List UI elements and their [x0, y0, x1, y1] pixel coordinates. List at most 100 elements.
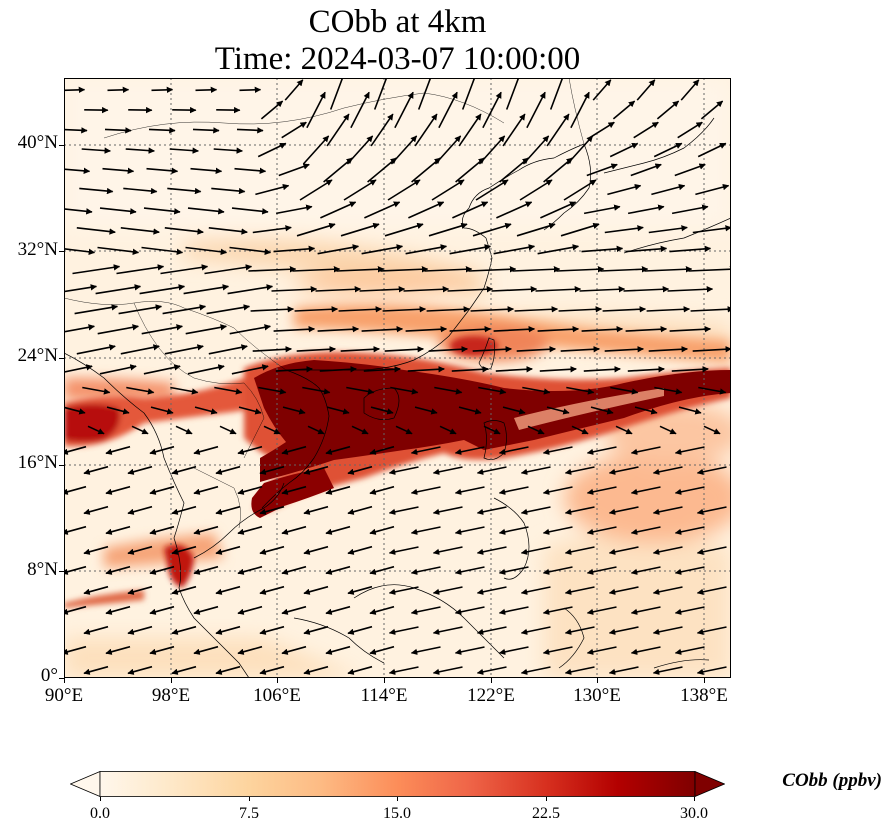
- y-tick-label: 32°N: [17, 239, 58, 260]
- wind-arrow: [214, 386, 243, 395]
- wind-arrow: [64, 605, 87, 615]
- wind-arrow: [149, 485, 175, 495]
- wind-arrow: [454, 446, 485, 455]
- wind-arrow: [97, 246, 140, 255]
- wind-arrow: [127, 585, 153, 595]
- wind-arrow: [83, 665, 109, 675]
- wind-arrow: [151, 86, 174, 94]
- wind-arrow: [215, 505, 241, 515]
- wind-arrow: [696, 466, 727, 475]
- wind-arrow: [116, 264, 165, 275]
- wind-arrow: [260, 100, 284, 120]
- wind-arrow: [696, 626, 727, 635]
- wind-arrow: [169, 147, 199, 154]
- wind-arrow: [428, 346, 468, 353]
- x-tick-label: 98°E: [151, 685, 191, 706]
- wind-arrow: [579, 286, 626, 293]
- wind-arrow: [83, 465, 109, 475]
- wind-arrow: [498, 606, 529, 615]
- wind-arrow: [317, 326, 360, 333]
- wind-arrow: [384, 346, 424, 353]
- wind-arrow: [139, 284, 186, 295]
- x-tick-mark: [277, 678, 278, 683]
- wind-arrow: [431, 179, 465, 201]
- wind-arrow: [259, 665, 285, 675]
- wind-arrow: [343, 179, 377, 201]
- colorbar-extend-low: [69, 770, 101, 798]
- wind-arrow: [586, 646, 617, 655]
- wind-arrow: [424, 266, 473, 273]
- wind-arrow: [454, 486, 485, 495]
- wind-arrow: [229, 324, 271, 335]
- wind-arrow: [146, 167, 179, 175]
- x-tick-label: 90°E: [44, 685, 84, 706]
- colorbar: [69, 770, 726, 798]
- wind-arrow: [87, 425, 105, 435]
- wind-arrow: [315, 286, 362, 293]
- wind-arrow: [64, 167, 91, 175]
- wind-arrow: [394, 91, 414, 129]
- wind-arrow: [208, 344, 248, 355]
- wind-arrow: [652, 626, 683, 635]
- wind-arrow: [496, 201, 533, 219]
- wind-arrow: [560, 346, 600, 353]
- wind-arrow: [478, 386, 507, 395]
- wind-arrow: [346, 386, 375, 395]
- wind-arrow: [630, 486, 661, 495]
- wind-arrow: [414, 113, 438, 147]
- wind-arrow: [674, 526, 705, 535]
- y-tick-mark: [59, 251, 64, 252]
- wind-arrow: [607, 183, 642, 196]
- wind-arrow: [237, 525, 263, 535]
- wind-arrow: [516, 346, 556, 353]
- wind-arrow: [263, 425, 281, 435]
- map-frame: [64, 78, 731, 678]
- wind-arrow: [476, 546, 507, 555]
- wind-arrow: [127, 665, 153, 675]
- wind-arrow: [428, 222, 468, 237]
- wind-arrow: [410, 646, 441, 655]
- wind-arrow: [171, 545, 197, 555]
- y-tick-label: 0°: [40, 665, 58, 686]
- wind-arrow: [652, 506, 683, 515]
- wind-arrow: [99, 207, 137, 215]
- wind-arrow: [542, 446, 573, 455]
- x-tick-mark: [597, 678, 598, 683]
- wind-arrow: [105, 645, 131, 655]
- y-tick-label: 16°N: [17, 452, 58, 473]
- wind-arrow: [407, 366, 445, 373]
- wind-arrow: [542, 606, 573, 615]
- wind-arrow: [411, 157, 441, 183]
- wind-arrow: [302, 135, 330, 165]
- title-line-2: Time: 2024-03-07 10:00:00: [214, 41, 581, 77]
- wind-arrow: [364, 201, 401, 219]
- colorbar-tick-mark: [694, 797, 695, 801]
- wind-arrow: [586, 163, 618, 177]
- y-tick-mark: [59, 571, 64, 572]
- wind-arrow: [236, 127, 264, 134]
- wind-arrow: [390, 386, 419, 395]
- wind-arrow: [674, 606, 705, 615]
- wind-arrow: [81, 147, 111, 154]
- wind-arrow: [319, 366, 357, 373]
- wind-arrow: [458, 113, 482, 147]
- wind-arrow: [505, 78, 520, 110]
- wind-arrow: [282, 406, 306, 415]
- wind-arrow: [482, 91, 502, 129]
- wind-arrow: [323, 157, 353, 183]
- wind-arrow: [284, 79, 304, 101]
- wind-arrow: [234, 167, 267, 175]
- wind-arrow: [674, 646, 705, 655]
- wind-arrow: [520, 666, 551, 675]
- wind-arrow: [213, 147, 243, 154]
- wind-arrow: [299, 179, 333, 201]
- wind-arrow: [432, 466, 463, 475]
- wind-arrow: [671, 366, 709, 373]
- wind-arrow: [373, 78, 388, 110]
- wind-arrow: [583, 204, 621, 215]
- wind-arrow: [347, 465, 373, 475]
- wind-arrow: [630, 163, 662, 177]
- wind-arrow: [652, 586, 683, 595]
- wind-arrow: [237, 485, 263, 495]
- wind-arrow: [171, 465, 197, 475]
